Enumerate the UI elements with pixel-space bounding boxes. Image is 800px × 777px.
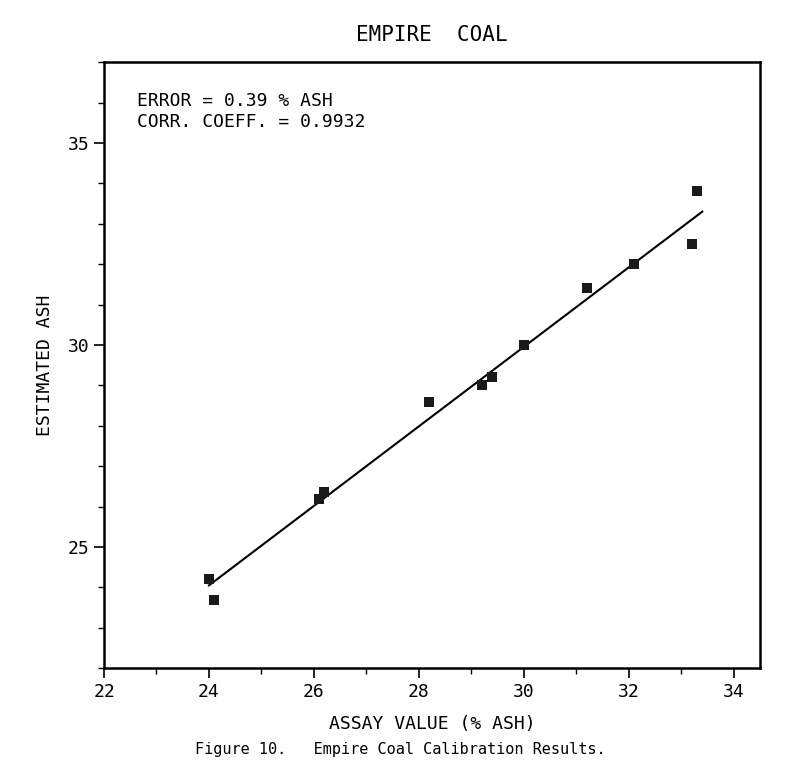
Title: EMPIRE  COAL: EMPIRE COAL — [356, 26, 508, 45]
Point — [690, 185, 703, 197]
Point — [581, 282, 594, 294]
Point — [628, 258, 641, 270]
Point — [518, 339, 530, 351]
Text: Figure 10.   Empire Coal Calibration Results.: Figure 10. Empire Coal Calibration Resul… — [194, 742, 606, 758]
Point — [686, 238, 698, 250]
Point — [486, 371, 498, 384]
Point — [208, 594, 221, 606]
Point — [318, 486, 331, 499]
Point — [423, 395, 436, 408]
X-axis label: ASSAY VALUE (% ASH): ASSAY VALUE (% ASH) — [329, 715, 535, 733]
Text: ERROR = 0.39 % ASH
CORR. COEFF. = 0.9932: ERROR = 0.39 % ASH CORR. COEFF. = 0.9932 — [137, 92, 365, 131]
Point — [202, 573, 215, 586]
Y-axis label: ESTIMATED ASH: ESTIMATED ASH — [36, 294, 54, 436]
Point — [475, 379, 488, 392]
Point — [313, 493, 326, 505]
